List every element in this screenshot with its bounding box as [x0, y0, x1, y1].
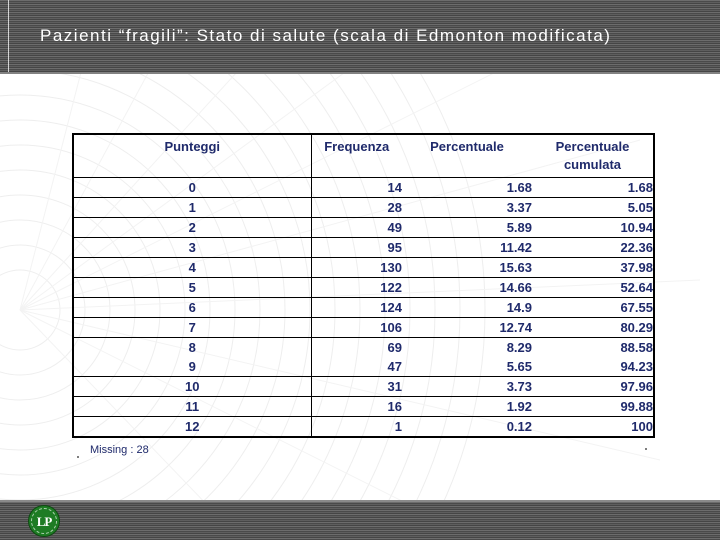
table-row: 11 16 1.92 99.88	[73, 396, 654, 417]
footer-bar: LP	[0, 500, 720, 540]
cell-percentuale_cumulata: 97.96	[532, 376, 654, 397]
cell-frequenza: 31	[311, 376, 402, 397]
column-header-percentuale: Percentuale	[402, 134, 532, 178]
cell-punteggio: 4	[73, 257, 312, 278]
cell-percentuale_cumulata: 37.98	[532, 257, 654, 278]
cell-punteggio: 5	[73, 277, 312, 298]
cell-frequenza: 14	[311, 177, 402, 198]
table-row: 9 47 5.65 94.23	[73, 357, 654, 377]
cell-percentuale: 14.9	[402, 297, 532, 318]
cell-punteggio: 11	[73, 396, 312, 417]
table-row: 6 124 14.9 67.55	[73, 297, 654, 318]
cell-frequenza: 47	[311, 357, 402, 377]
cell-frequenza: 1	[394, 419, 402, 434]
cell-percentuale: 0.12	[506, 419, 532, 434]
cell-percentuale_cumulata: 22.36	[532, 237, 654, 258]
cell-punteggio: 3	[73, 237, 312, 258]
cell-percentuale_cumulata: 88.58	[620, 340, 653, 355]
cell-percentuale: 5.65	[402, 357, 532, 377]
table-row: 0 14 1.68 1.68	[73, 177, 654, 198]
cell-percentuale_cumulata: 100	[631, 419, 653, 434]
table-row: 1 28 3.37 5.05	[73, 197, 654, 218]
cell-percentuale_cumulata: 1.68	[532, 177, 654, 198]
cell-punteggio: 1	[73, 197, 312, 218]
cell-punteggio: 9	[73, 357, 312, 377]
cell-frequenza: 124	[311, 297, 402, 318]
cell-punteggio: 0	[73, 177, 312, 198]
cell-percentuale_cumulata: 10.94	[532, 217, 654, 238]
stray-dot	[77, 456, 79, 458]
frequency-table-container: Punteggi Frequenza Percentuale Percentua…	[72, 133, 655, 438]
cell-percentuale_cumulata: 80.29	[532, 317, 654, 338]
table-row: 3 95 11.42 22.36	[73, 237, 654, 258]
logo-ring	[31, 508, 57, 534]
table-row: 12 1 0.12 100	[73, 416, 654, 437]
cell-percentuale_cumulata: 94.23	[532, 357, 654, 377]
cell-frequenza: 49	[311, 217, 402, 238]
table-row: 10 31 3.73 97.96	[73, 376, 654, 397]
cell-percentuale: 15.63	[402, 257, 532, 278]
cell-punteggio: 10	[73, 376, 312, 397]
cell-percentuale_cumulata: 67.55	[532, 297, 654, 318]
cell-frequenza: 95	[311, 237, 402, 258]
header-bar: Pazienti “fragili”: Stato di salute (sca…	[0, 0, 720, 74]
cell-percentuale: 11.42	[402, 237, 532, 258]
column-header-percentuale-cumulata: Percentuale cumulata	[532, 134, 654, 178]
cell-percentuale: 3.37	[402, 197, 532, 218]
cell-percentuale_cumulata: 5.05	[532, 197, 654, 218]
cell-punteggio: 6	[73, 297, 312, 318]
table-row: 8 69 8.29 88.58	[73, 337, 654, 357]
cell-percentuale: 1.68	[402, 177, 532, 198]
cell-frequenza: 16	[311, 396, 402, 417]
frequency-table: Punteggi Frequenza Percentuale Percentua…	[72, 133, 655, 438]
cell-frequenza: 69	[387, 340, 402, 355]
cell-percentuale: 1.92	[402, 396, 532, 417]
cell-frequenza: 122	[311, 277, 402, 298]
cell-percentuale_cumulata: 99.88	[532, 396, 654, 417]
cell-percentuale: 8.29	[506, 340, 532, 355]
column-header-frequenza: Frequenza	[311, 134, 402, 178]
cell-punteggio: 2	[73, 217, 312, 238]
cell-frequenza: 106	[311, 317, 402, 338]
cell-percentuale: 5.89	[402, 217, 532, 238]
cell-punteggio: 12	[73, 416, 312, 437]
table-row: 5 122 14.66 52.64	[73, 277, 654, 298]
cell-percentuale: 3.73	[402, 376, 532, 397]
missing-count-note: Missing : 28	[90, 444, 149, 456]
cell-punteggio: 7	[73, 317, 312, 338]
stray-dot	[645, 448, 647, 450]
cell-punteggio: 8	[73, 337, 312, 357]
table-row: 7 106 12.74 80.29	[73, 317, 654, 338]
table-header-row: Punteggi Frequenza Percentuale Percentua…	[73, 134, 654, 178]
slide-title: Pazienti “fragili”: Stato di salute (sca…	[40, 26, 612, 45]
cell-percentuale: 14.66	[402, 277, 532, 298]
column-header-punteggi: Punteggi	[73, 134, 312, 178]
header-accent-line	[8, 0, 9, 72]
cell-percentuale: 12.74	[402, 317, 532, 338]
cell-frequenza: 28	[311, 197, 402, 218]
cell-frequenza: 130	[311, 257, 402, 278]
table-row: 4 130 15.63 37.98	[73, 257, 654, 278]
table-row: 2 49 5.89 10.94	[73, 217, 654, 238]
cell-percentuale_cumulata: 52.64	[532, 277, 654, 298]
organization-logo: LP	[28, 505, 60, 537]
